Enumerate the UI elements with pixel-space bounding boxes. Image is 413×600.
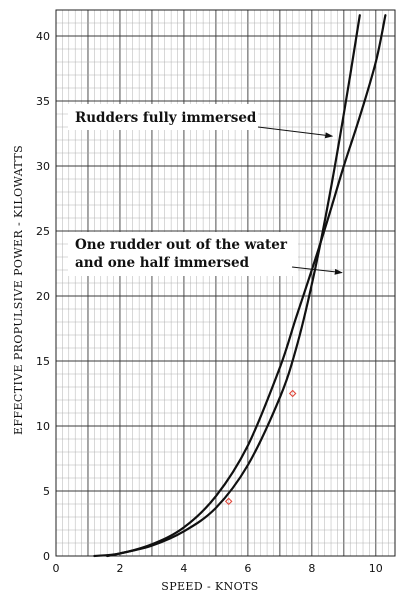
annotation-label: and one half immersed bbox=[75, 255, 250, 271]
y-tick-label: 25 bbox=[36, 225, 50, 238]
data-point-marker bbox=[224, 497, 233, 506]
y-tick-label: 35 bbox=[36, 95, 50, 108]
series-line-1 bbox=[93, 14, 387, 558]
annotation-label: Rudders fully immersed bbox=[75, 110, 257, 126]
markers bbox=[224, 389, 297, 506]
annotation-arrow bbox=[257, 126, 334, 139]
x-tick-label: 4 bbox=[180, 562, 187, 575]
x-tick-label: 2 bbox=[116, 562, 123, 575]
series-line-0 bbox=[106, 14, 361, 558]
grid bbox=[55, 9, 396, 557]
y-axis-title: EFFECTIVE PROPULSIVE POWER - KILOWATTS bbox=[12, 145, 25, 435]
annotation-arrow bbox=[291, 266, 343, 275]
x-tick-label: 10 bbox=[369, 562, 383, 575]
y-tick-label: 40 bbox=[36, 30, 50, 43]
y-tick-label: 15 bbox=[36, 355, 50, 368]
y-tick-label: 30 bbox=[36, 160, 50, 173]
x-tick-label: 0 bbox=[53, 562, 60, 575]
annotation-box bbox=[68, 232, 298, 276]
annotation-box bbox=[68, 104, 258, 130]
data-point-marker bbox=[288, 389, 297, 398]
x-tick-label: 8 bbox=[308, 562, 315, 575]
y-tick-label: 0 bbox=[43, 550, 50, 563]
x-tick-label: 6 bbox=[244, 562, 251, 575]
annotation-label: One rudder out of the water bbox=[75, 237, 288, 253]
x-axis-title: SPEED - KNOTS bbox=[161, 580, 258, 593]
tick-labels: 0 2 4 6 8 10 0 5 10 15 20 25 30 35 40 bbox=[36, 30, 383, 575]
plot-frame bbox=[55, 9, 396, 557]
y-tick-label: 20 bbox=[36, 290, 50, 303]
curves bbox=[93, 14, 387, 558]
y-tick-label: 10 bbox=[36, 420, 50, 433]
y-tick-label: 5 bbox=[43, 485, 50, 498]
annotations: Rudders fully immersed One rudder out of … bbox=[68, 104, 343, 276]
